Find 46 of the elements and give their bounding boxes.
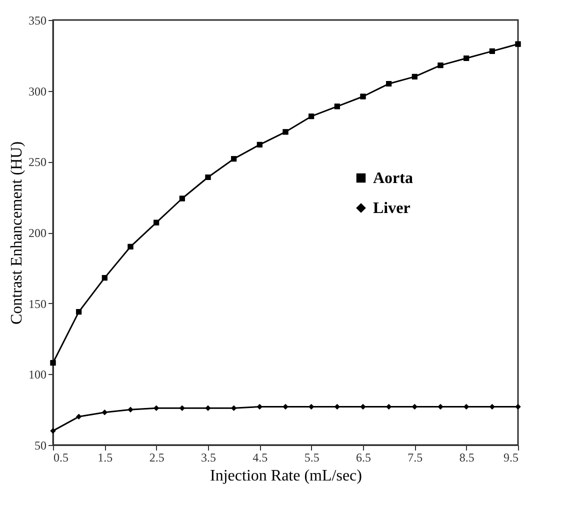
point [231, 405, 237, 411]
y-tick-label: 100 [28, 368, 46, 382]
point [489, 48, 495, 54]
y-tick-label: 50 [34, 438, 46, 452]
point [308, 114, 314, 120]
x-tick-label: 8.5 [459, 450, 474, 464]
x-tick-label: 6.5 [356, 450, 371, 464]
point [179, 196, 185, 202]
point [102, 275, 108, 281]
y-tick-label: 250 [28, 155, 46, 170]
y-axis-title: Contrast Enhancement (HU) [8, 141, 26, 325]
legend-label: Liver [373, 200, 410, 217]
point [412, 74, 418, 80]
point [334, 104, 340, 110]
point [76, 414, 82, 420]
point [464, 56, 470, 61]
x-tick-label: 0.5 [54, 450, 68, 464]
point [256, 404, 262, 410]
point [50, 428, 56, 434]
legend-label: Aorta [373, 170, 413, 187]
point [282, 129, 288, 135]
y-tick-label: 350 [28, 14, 46, 28]
y-tick-label: 300 [28, 84, 46, 98]
point [231, 156, 237, 162]
point [205, 405, 211, 411]
x-tick-label: 5.5 [304, 450, 320, 464]
point [102, 410, 108, 416]
x-tick-label: 3.5 [201, 450, 216, 464]
point [386, 81, 392, 86]
x-axis-title: Injection Rate (mL/sec) [210, 468, 362, 484]
point [205, 174, 211, 180]
x-tick-label: 7.5 [408, 450, 423, 464]
point [128, 406, 134, 412]
x-tick-label: 4.5 [252, 450, 268, 464]
point [256, 142, 262, 148]
point [154, 220, 160, 226]
point [128, 244, 134, 250]
x-tick-label: 2.5 [149, 450, 164, 464]
x-tick-label: 9.5 [504, 450, 518, 464]
point [515, 41, 521, 47]
y-tick-label: 200 [28, 226, 46, 240]
x-tick-label: 1.5 [98, 450, 113, 464]
y-tick-label: 150 [28, 296, 46, 311]
point [50, 360, 56, 366]
point [76, 309, 82, 315]
point [438, 62, 444, 68]
